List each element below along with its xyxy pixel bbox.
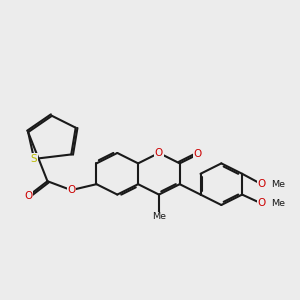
Text: O: O <box>257 199 266 208</box>
Text: O: O <box>155 148 163 158</box>
Text: O: O <box>24 191 32 201</box>
Text: Me: Me <box>271 199 285 208</box>
Text: O: O <box>194 149 202 160</box>
Text: O: O <box>257 179 266 189</box>
Text: Me: Me <box>152 212 166 221</box>
Text: S: S <box>31 154 38 164</box>
Text: O: O <box>67 185 75 195</box>
Text: Me: Me <box>271 180 285 189</box>
